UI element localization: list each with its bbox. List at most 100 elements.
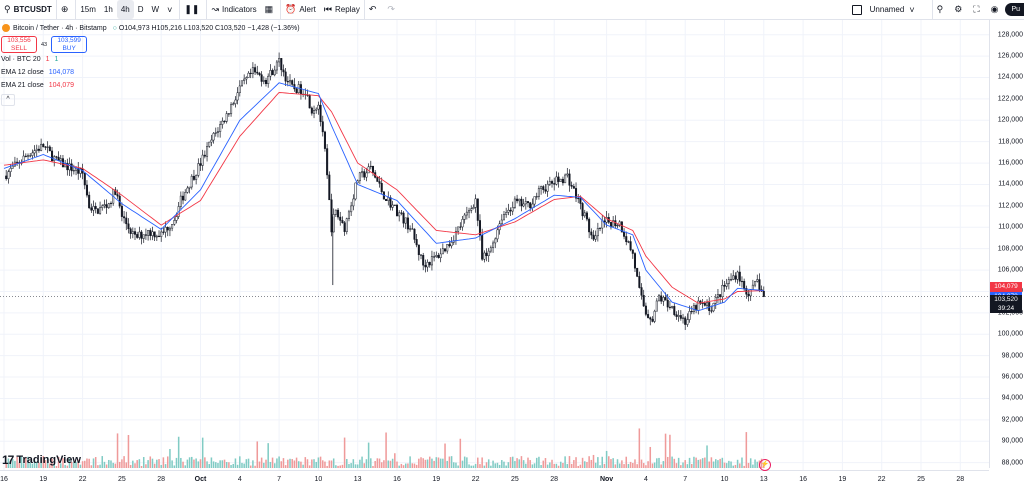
interval-4h[interactable]: 4h <box>116 0 134 19</box>
candle-body <box>365 172 368 178</box>
candle-body <box>690 311 693 313</box>
replay-button[interactable]: ⏮ Replay <box>320 0 364 19</box>
candle-body <box>716 294 719 298</box>
volume-bar <box>413 463 416 468</box>
volume-bar <box>62 458 64 468</box>
price-chart[interactable] <box>0 20 989 470</box>
candle-body <box>633 253 636 269</box>
volume-bar <box>601 456 603 468</box>
candle-body <box>85 184 88 196</box>
publish-button[interactable]: Pu <box>1005 0 1024 19</box>
volume-bar <box>736 459 739 468</box>
indicator-ema12[interactable]: EMA 12 close 104,078 <box>0 66 300 79</box>
open-label: O <box>118 24 125 32</box>
volume-bar <box>710 457 713 468</box>
fullscreen-button[interactable]: ⛶ <box>969 0 986 19</box>
volume-bar <box>162 457 165 468</box>
candle-body <box>485 252 488 257</box>
candle-body <box>240 80 243 87</box>
volume-bar <box>686 464 689 468</box>
lightning-icon[interactable]: ⚡ <box>759 459 771 471</box>
volume-bar <box>444 443 446 468</box>
price-tick-label: 102,000 <box>997 309 1023 317</box>
candle-body <box>393 204 396 206</box>
indicator-volume[interactable]: Vol · BTC 20 1 1 <box>0 53 300 66</box>
time-axis[interactable]: 16 19 22 25 28 Oct 4 7 10 13 16 19 22 25 28 Nov 4 7 10 13 16… <box>0 470 989 488</box>
candle-body <box>142 234 145 239</box>
volume-bar <box>597 457 599 468</box>
time-tick-label: 13 <box>353 476 362 483</box>
interval-dropdown[interactable]: ˅ <box>163 0 179 19</box>
volume-bar <box>204 457 206 468</box>
undo-button[interactable]: ↶ <box>363 0 384 19</box>
volume-bar <box>326 465 328 468</box>
volume-bar <box>169 448 171 468</box>
candle-body <box>553 183 556 185</box>
interval-1h[interactable]: 1h <box>103 5 113 14</box>
volume-bar <box>367 442 370 468</box>
volume-bar <box>608 456 610 468</box>
indicator-ema21[interactable]: EMA 21 close 104,079 <box>0 79 300 92</box>
candle-body <box>710 310 713 312</box>
candle-body <box>406 217 409 230</box>
candle-body <box>243 78 246 82</box>
candle-body <box>465 211 468 216</box>
volume-bar <box>684 460 686 468</box>
redo-button[interactable]: ↷ <box>383 0 402 19</box>
sell-button[interactable]: 103,556 SELL <box>1 36 37 53</box>
candle-body <box>286 80 289 83</box>
candle-body <box>496 229 499 240</box>
volume-bar <box>584 461 586 468</box>
bitcoin-logo-icon <box>2 24 10 32</box>
volume-bar <box>516 458 518 468</box>
volume-bar <box>284 465 287 468</box>
snapshot-button[interactable]: ◉ <box>987 0 1006 19</box>
interval-w[interactable]: W <box>151 5 160 14</box>
indicators-button[interactable]: ↝ Indicators <box>206 0 260 19</box>
indicator-ema21-value: 104,079 <box>48 82 75 89</box>
candle-body <box>251 67 254 74</box>
interval-15m[interactable]: 15m <box>75 0 100 19</box>
volume-bar <box>378 458 381 468</box>
time-tick-label: 22 <box>471 476 480 483</box>
alert-button[interactable]: ⏰ Alert <box>280 0 320 19</box>
tradingview-logo[interactable]: 17 TradingView <box>2 453 81 467</box>
quick-search-button[interactable]: ⚲ <box>931 0 951 19</box>
candle-body <box>33 150 36 154</box>
candle-body <box>428 261 431 266</box>
indicator-volume-value-2: 1 <box>54 56 59 63</box>
candle-body <box>199 163 202 166</box>
layout-selector[interactable]: Unnamed ˅ <box>848 0 932 19</box>
volume-bar <box>328 460 331 468</box>
candle-body <box>70 163 73 172</box>
volume-bar <box>293 460 296 468</box>
volume-bar <box>149 456 152 468</box>
candle-body <box>51 150 54 162</box>
templates-button[interactable]: ▦ <box>261 0 281 19</box>
candle-body <box>273 69 276 76</box>
candle-body <box>387 197 390 201</box>
price-axis[interactable]: 88,000 90,000 92,000 94,000 96,000 98,000 100,… <box>989 20 1024 468</box>
candle-body <box>48 146 51 152</box>
candle-body <box>529 202 532 209</box>
buy-button[interactable]: 103,599 BUY <box>51 36 88 53</box>
volume-bar <box>623 464 625 468</box>
candle-body <box>190 175 193 188</box>
volume-bar <box>699 459 702 468</box>
settings-button[interactable]: ⚙ <box>950 0 969 19</box>
compare-button[interactable]: ⊕ <box>55 0 76 19</box>
candle-body <box>223 120 226 122</box>
volume-bar <box>671 456 673 468</box>
candle-body <box>317 104 320 110</box>
candle-body <box>655 300 658 312</box>
chart-type-button[interactable]: ❚❚ <box>179 0 206 19</box>
volume-bar <box>352 459 355 468</box>
symbol-search[interactable]: ⚲ BTCUSDT <box>0 0 56 19</box>
time-tick-label: 19 <box>432 476 441 483</box>
ohlc-values: ○ O104,973 H105,216 L103,520 C103,520 −1… <box>113 25 300 32</box>
collapse-legend-button[interactable]: ^ <box>1 94 15 106</box>
interval-d[interactable]: D <box>137 5 144 14</box>
candle-body <box>592 234 595 240</box>
volume-bar <box>673 458 676 468</box>
volume-bar <box>474 463 477 468</box>
